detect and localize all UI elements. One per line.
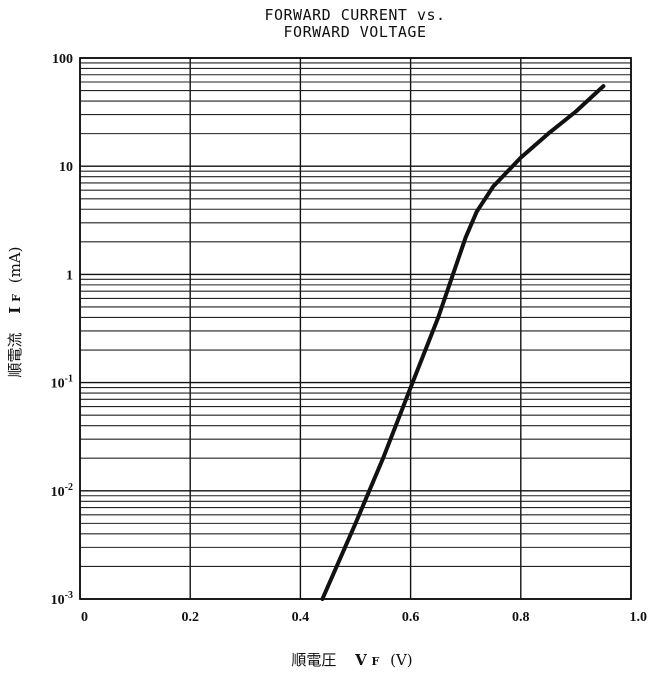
x-tick-label: 0 bbox=[81, 610, 88, 625]
chart-title-line-1: FORWARD CURRENT vs. bbox=[264, 6, 445, 24]
y-tick-labels: 100 10 1 10-1 10-2 10-3 bbox=[51, 52, 73, 608]
x-axis-title: 順電圧 V F (V) bbox=[291, 651, 412, 669]
x-axis-title-unit: (V) bbox=[390, 651, 413, 669]
x-axis-title-sub: F bbox=[372, 655, 380, 668]
grid-layer bbox=[79, 57, 632, 600]
y-tick-label: 1 bbox=[66, 268, 73, 283]
y-tick-label: 100 bbox=[52, 52, 73, 67]
y-axis-title-sub: F bbox=[10, 294, 23, 302]
curve-layer bbox=[320, 84, 606, 601]
y-tick-label: 10-1 bbox=[51, 374, 73, 392]
y-axis-title-prefix: 順電流 bbox=[6, 332, 24, 377]
y-tick-label: 10-3 bbox=[51, 590, 73, 608]
x-tick-label: 0.4 bbox=[292, 610, 310, 625]
y-axis-title: 順電流 I F (mA) bbox=[6, 247, 24, 378]
y-tick-label: 10 bbox=[59, 160, 73, 175]
x-axis-title-symbol: V bbox=[354, 651, 367, 669]
x-tick-label: 1.0 bbox=[630, 610, 648, 625]
x-axis-title-prefix: 順電圧 bbox=[291, 651, 336, 669]
series-line bbox=[320, 84, 606, 601]
y-axis-title-unit: (mA) bbox=[6, 247, 24, 284]
y-tick-label: 10-2 bbox=[51, 482, 73, 500]
plot-frame bbox=[79, 57, 632, 600]
x-tick-label: 0.2 bbox=[181, 610, 199, 625]
x-tick-label: 0.6 bbox=[402, 610, 420, 625]
chart-title-line-2: FORWARD VOLTAGE bbox=[284, 23, 427, 41]
x-tick-label: 0.8 bbox=[512, 610, 530, 625]
y-axis-title-symbol: I bbox=[6, 307, 24, 314]
x-tick-labels: 0 0.2 0.4 0.6 0.8 1.0 bbox=[81, 610, 647, 625]
